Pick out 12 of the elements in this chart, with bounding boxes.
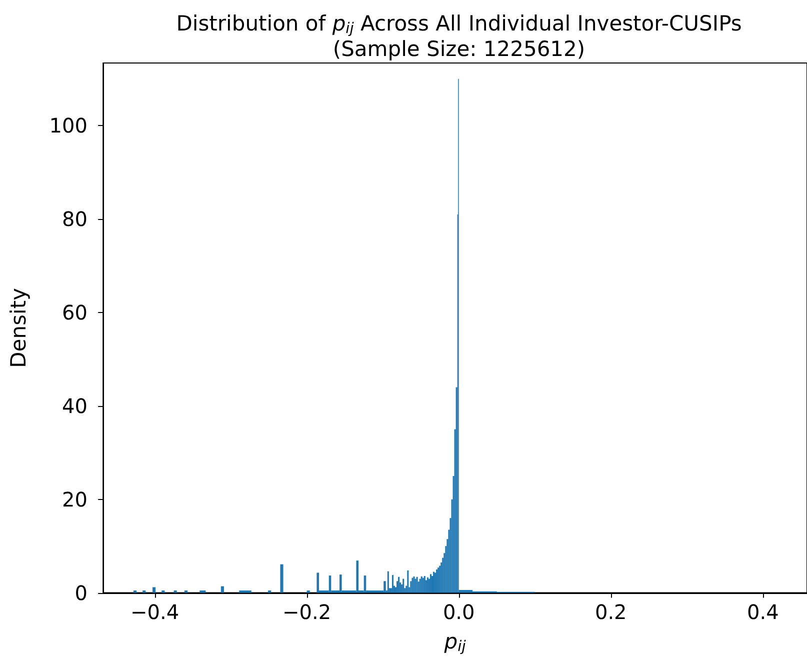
y-tick-label: 20 — [62, 487, 88, 512]
y-tick-label: 0 — [74, 580, 88, 605]
y-axis-title: Density — [6, 288, 30, 368]
x-tick-label: −0.2 — [282, 600, 332, 624]
y-tick-label: 40 — [62, 394, 88, 418]
x-tick-label: −0.4 — [130, 600, 180, 624]
x-tick-label: 0.0 — [442, 600, 475, 624]
y-tick-label: 80 — [62, 207, 88, 232]
x-tick-label: 0.2 — [594, 600, 627, 624]
y-tick-label: 100 — [49, 114, 88, 138]
y-tick-label: 60 — [62, 300, 88, 324]
x-tick-label: 0.4 — [747, 600, 779, 624]
